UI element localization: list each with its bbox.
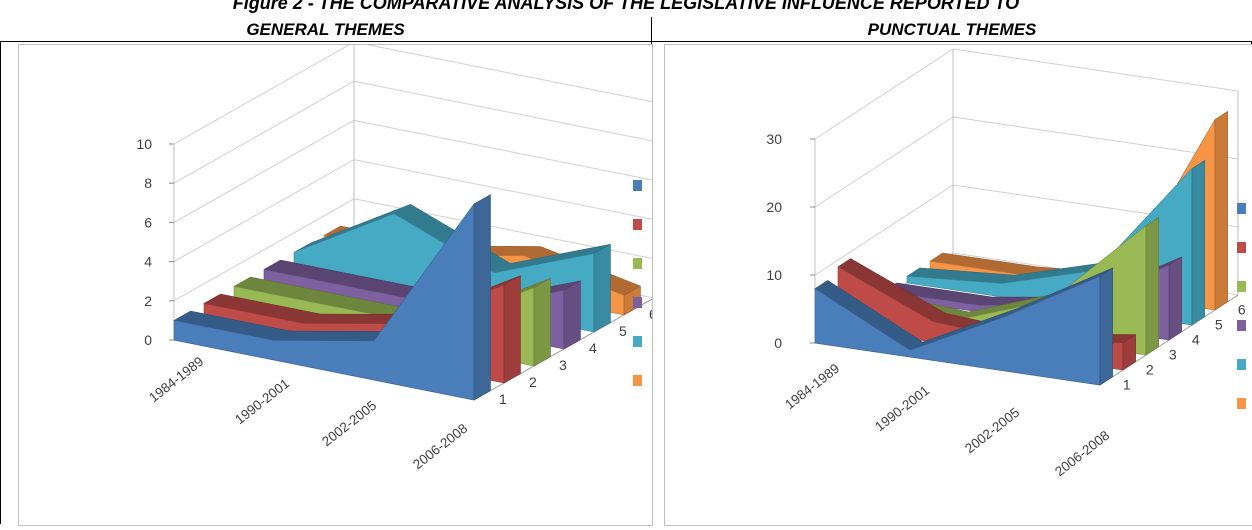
series-1-end xyxy=(1099,267,1113,386)
depth-label: 2 xyxy=(1146,362,1154,378)
legend-swatch-6 xyxy=(1237,398,1246,409)
legend-swatch-2 xyxy=(633,219,642,230)
depth-label: 1 xyxy=(1123,377,1131,393)
depth-label: 4 xyxy=(589,340,597,356)
chart-general-themes: 0 2 4 6 8 10 1984-1989 1990-2001 2002-2005 2006-2… xyxy=(136,41,657,473)
gridline xyxy=(173,198,355,302)
category-label: 2002-2005 xyxy=(319,398,379,450)
category-label: 2002-2005 xyxy=(962,405,1022,457)
legend-swatch-1 xyxy=(1237,203,1246,214)
gridline xyxy=(952,48,1239,92)
table-border xyxy=(0,41,1,524)
series-group xyxy=(814,110,1228,386)
series-2-end xyxy=(503,275,521,384)
legend-swatch-3 xyxy=(1237,281,1246,292)
gridline xyxy=(814,116,954,208)
category-label: 1990-2001 xyxy=(872,383,932,435)
gridline xyxy=(173,159,355,263)
gridline xyxy=(353,119,655,181)
legend-swatch-5 xyxy=(633,336,642,347)
series-3-end xyxy=(1145,217,1159,356)
series-5-end xyxy=(593,243,611,333)
legend-swatch-4 xyxy=(633,297,642,308)
gridline xyxy=(173,41,355,145)
legend-swatch-5 xyxy=(1237,359,1246,370)
z-tick-label: 0 xyxy=(774,335,782,351)
gridline xyxy=(814,48,954,140)
chart-general-container: 0 2 4 6 8 10 1984-1989 1990-2001 2002-2005 2006-2… xyxy=(18,41,657,526)
z-tick-label: 20 xyxy=(766,199,782,215)
column-header-punctual: PUNCTUAL THEMES xyxy=(867,20,1037,39)
z-axis-ticks: 0 2 4 6 8 10 xyxy=(136,136,174,348)
category-label: 1984-1989 xyxy=(782,361,842,413)
category-label: 1990-2001 xyxy=(232,376,292,428)
series-group xyxy=(173,194,642,401)
legend xyxy=(1237,203,1246,409)
z-tick-label: 8 xyxy=(144,175,152,191)
depth-label: 2 xyxy=(529,374,537,390)
legend-swatch-4 xyxy=(1237,320,1246,331)
gridline xyxy=(353,159,655,221)
depth-label: 3 xyxy=(559,357,567,373)
gridline xyxy=(353,80,655,142)
column-header-general: GENERAL THEMES xyxy=(246,20,405,39)
series-4-end xyxy=(563,280,581,350)
category-label: 2006-2008 xyxy=(1052,428,1112,480)
z-tick-label: 10 xyxy=(766,267,782,283)
legend-swatch-6 xyxy=(633,375,642,386)
z-axis-ticks: 0 10 20 30 xyxy=(766,131,815,351)
depth-label: 1 xyxy=(499,391,507,407)
gridline xyxy=(173,119,355,223)
figure-caption: Figure 2 - THE COMPARATIVE ANALYSIS OF T… xyxy=(232,0,1020,13)
series-2-end xyxy=(1122,334,1136,371)
legend-swatch-3 xyxy=(633,258,642,269)
depth-label: 5 xyxy=(619,323,627,339)
z-tick-label: 30 xyxy=(766,131,782,147)
gridline xyxy=(952,116,1239,160)
depth-label: 4 xyxy=(1192,332,1200,348)
series-5-end xyxy=(1191,159,1205,326)
legend-swatch-2 xyxy=(1237,242,1246,253)
z-tick-label: 6 xyxy=(144,214,152,230)
z-tick-label: 4 xyxy=(144,254,152,270)
series-6-end xyxy=(1214,110,1228,311)
chart-punctual-themes: 0 10 20 30 1984-1989 1990-2001 2002-2005 2006-2… xyxy=(766,48,1246,480)
series-4-end xyxy=(1168,256,1182,341)
legend xyxy=(633,180,642,386)
category-label: 2006-2008 xyxy=(410,421,470,473)
legend-swatch-1 xyxy=(633,180,642,191)
chart-punctual-container: 0 10 20 30 1984-1989 1990-2001 2002-2005 2006-2… xyxy=(664,44,1252,526)
z-tick-label: 10 xyxy=(136,136,152,152)
series-3-end xyxy=(533,277,551,367)
depth-label: 5 xyxy=(1215,317,1223,333)
series-1-end xyxy=(473,194,491,401)
depth-label: 3 xyxy=(1169,347,1177,363)
depth-label: 6 xyxy=(1238,302,1246,318)
gridline xyxy=(353,41,655,103)
table-border xyxy=(0,41,1252,42)
category-label: 1984-1989 xyxy=(146,354,206,406)
depth-label: 6 xyxy=(649,306,652,322)
gridline xyxy=(173,80,355,184)
z-tick-label: 2 xyxy=(144,293,152,309)
z-tick-label: 0 xyxy=(144,332,152,348)
gridline xyxy=(814,184,954,276)
